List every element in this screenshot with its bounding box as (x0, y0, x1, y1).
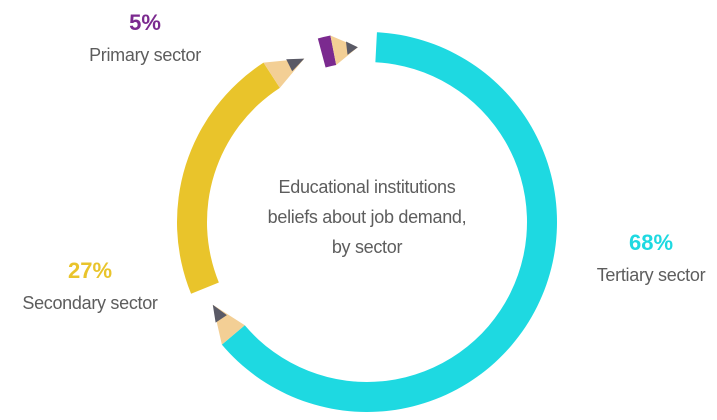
category-label: Primary sector (89, 45, 201, 65)
category-label: Tertiary sector (597, 265, 706, 285)
value-label: 68% (629, 230, 673, 255)
chart-title: Educational institutions beliefs about j… (262, 172, 472, 262)
chart: 68% Tertiary sector 27% Secondary sector 5% P… (0, 0, 717, 420)
pencil-lead (346, 41, 358, 54)
category-label: Secondary sector (22, 293, 158, 313)
value-label: 5% (129, 10, 161, 35)
value-label: 27% (68, 258, 112, 283)
